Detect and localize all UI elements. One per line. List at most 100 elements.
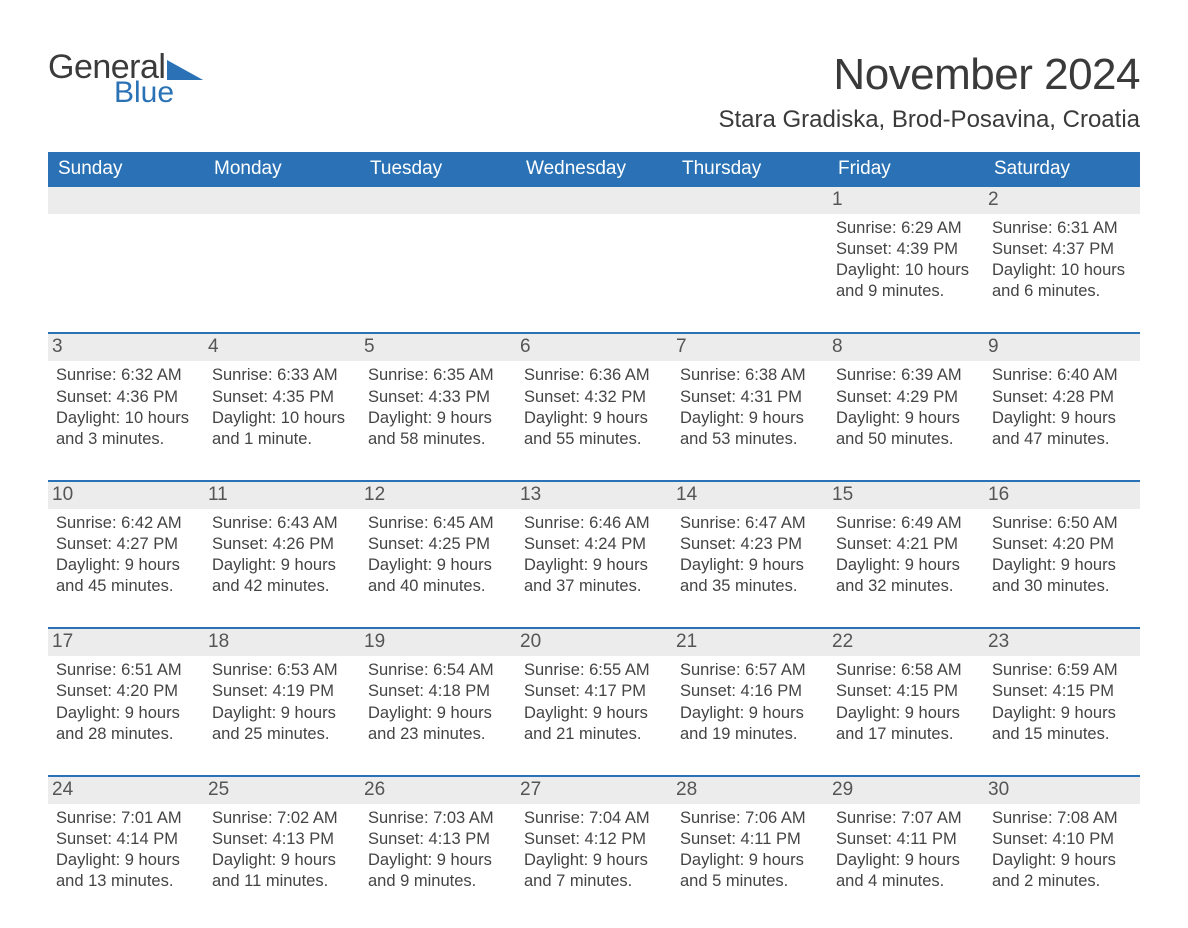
daylight2-text: and 19 minutes.	[680, 724, 820, 745]
day-number: 27	[516, 777, 672, 804]
sunrise-text: Sunrise: 6:31 AM	[992, 218, 1132, 239]
calendar-cell-empty	[204, 187, 360, 308]
daylight1-text: Daylight: 9 hours	[368, 703, 508, 724]
daylight2-text: and 3 minutes.	[56, 429, 196, 450]
day-number: 21	[672, 629, 828, 656]
sunset-text: Sunset: 4:24 PM	[524, 534, 664, 555]
daylight2-text: and 2 minutes.	[992, 871, 1132, 892]
sunset-text: Sunset: 4:15 PM	[836, 681, 976, 702]
daylight2-text: and 45 minutes.	[56, 576, 196, 597]
sunset-text: Sunset: 4:37 PM	[992, 239, 1132, 260]
calendar-cell: 16Sunrise: 6:50 AMSunset: 4:20 PMDayligh…	[984, 482, 1140, 603]
day-number: 16	[984, 482, 1140, 509]
daylight2-text: and 30 minutes.	[992, 576, 1132, 597]
daylight2-text: and 21 minutes.	[524, 724, 664, 745]
daylight1-text: Daylight: 9 hours	[680, 555, 820, 576]
daylight1-text: Daylight: 9 hours	[524, 408, 664, 429]
sunset-text: Sunset: 4:35 PM	[212, 387, 352, 408]
sunrise-text: Sunrise: 7:04 AM	[524, 808, 664, 829]
week-row: 3Sunrise: 6:32 AMSunset: 4:36 PMDaylight…	[48, 332, 1140, 455]
daylight1-text: Daylight: 9 hours	[212, 703, 352, 724]
sunset-text: Sunset: 4:39 PM	[836, 239, 976, 260]
daylight1-text: Daylight: 9 hours	[992, 703, 1132, 724]
daylight2-text: and 40 minutes.	[368, 576, 508, 597]
sunrise-text: Sunrise: 6:39 AM	[836, 365, 976, 386]
sunrise-text: Sunrise: 6:50 AM	[992, 513, 1132, 534]
calendar-cell: 30Sunrise: 7:08 AMSunset: 4:10 PMDayligh…	[984, 777, 1140, 898]
dayhead-sunday: Sunday	[48, 152, 204, 187]
day-number: 18	[204, 629, 360, 656]
sunset-text: Sunset: 4:25 PM	[368, 534, 508, 555]
title-block: November 2024 Stara Gradiska, Brod-Posav…	[718, 50, 1140, 134]
calendar-cell: 9Sunrise: 6:40 AMSunset: 4:28 PMDaylight…	[984, 334, 1140, 455]
sunrise-text: Sunrise: 7:01 AM	[56, 808, 196, 829]
daylight1-text: Daylight: 9 hours	[836, 555, 976, 576]
day-number: 28	[672, 777, 828, 804]
calendar-cell: 17Sunrise: 6:51 AMSunset: 4:20 PMDayligh…	[48, 629, 204, 750]
calendar-cell: 20Sunrise: 6:55 AMSunset: 4:17 PMDayligh…	[516, 629, 672, 750]
sunset-text: Sunset: 4:17 PM	[524, 681, 664, 702]
daylight2-text: and 9 minutes.	[368, 871, 508, 892]
sunset-text: Sunset: 4:21 PM	[836, 534, 976, 555]
daylight1-text: Daylight: 9 hours	[56, 555, 196, 576]
sunrise-text: Sunrise: 7:08 AM	[992, 808, 1132, 829]
day-number: 10	[48, 482, 204, 509]
day-number: 9	[984, 334, 1140, 361]
calendar-cell: 28Sunrise: 7:06 AMSunset: 4:11 PMDayligh…	[672, 777, 828, 898]
sunrise-text: Sunrise: 6:47 AM	[680, 513, 820, 534]
sunrise-text: Sunrise: 6:54 AM	[368, 660, 508, 681]
sunset-text: Sunset: 4:28 PM	[992, 387, 1132, 408]
calendar-cell: 3 Sunrise: 6:32 AMSunset: 4:36 PMDaylight…	[48, 334, 204, 455]
daylight1-text: Daylight: 9 hours	[836, 408, 976, 429]
header-row: General Blue November 2024 Stara Gradisk…	[48, 50, 1140, 134]
daylight1-text: Daylight: 9 hours	[368, 408, 508, 429]
calendar-cell: 22Sunrise: 6:58 AMSunset: 4:15 PMDayligh…	[828, 629, 984, 750]
daylight2-text: and 17 minutes.	[836, 724, 976, 745]
day-number: 14	[672, 482, 828, 509]
daylight1-text: Daylight: 9 hours	[836, 850, 976, 871]
sunrise-text: Sunrise: 6:33 AM	[212, 365, 352, 386]
dayhead-monday: Monday	[204, 152, 360, 187]
day-number: 5	[360, 334, 516, 361]
day-number	[516, 187, 672, 214]
calendar-cell: 10Sunrise: 6:42 AMSunset: 4:27 PMDayligh…	[48, 482, 204, 603]
daylight2-text: and 28 minutes.	[56, 724, 196, 745]
week-row: 24Sunrise: 7:01 AMSunset: 4:14 PMDayligh…	[48, 775, 1140, 898]
calendar-cell: 7Sunrise: 6:38 AMSunset: 4:31 PMDaylight…	[672, 334, 828, 455]
calendar-cell: 15Sunrise: 6:49 AMSunset: 4:21 PMDayligh…	[828, 482, 984, 603]
day-number: 4	[204, 334, 360, 361]
day-number: 3	[48, 334, 204, 361]
daylight1-text: Daylight: 10 hours	[56, 408, 196, 429]
dayhead-thursday: Thursday	[672, 152, 828, 187]
logo: General Blue	[48, 50, 203, 108]
daylight2-text: and 50 minutes.	[836, 429, 976, 450]
day-number: 13	[516, 482, 672, 509]
sunset-text: Sunset: 4:32 PM	[524, 387, 664, 408]
calendar-cell: 27Sunrise: 7:04 AMSunset: 4:12 PMDayligh…	[516, 777, 672, 898]
sunrise-text: Sunrise: 7:06 AM	[680, 808, 820, 829]
daylight1-text: Daylight: 9 hours	[56, 850, 196, 871]
weeks-container: 1Sunrise: 6:29 AMSunset: 4:39 PMDaylight…	[48, 187, 1140, 898]
week-row: 1Sunrise: 6:29 AMSunset: 4:39 PMDaylight…	[48, 187, 1140, 308]
day-number: 22	[828, 629, 984, 656]
sunset-text: Sunset: 4:36 PM	[56, 387, 196, 408]
sunset-text: Sunset: 4:23 PM	[680, 534, 820, 555]
calendar-cell: 13Sunrise: 6:46 AMSunset: 4:24 PMDayligh…	[516, 482, 672, 603]
calendar-cell: 19Sunrise: 6:54 AMSunset: 4:18 PMDayligh…	[360, 629, 516, 750]
sunset-text: Sunset: 4:31 PM	[680, 387, 820, 408]
daylight2-text: and 9 minutes.	[836, 281, 976, 302]
sunset-text: Sunset: 4:27 PM	[56, 534, 196, 555]
sunrise-text: Sunrise: 6:38 AM	[680, 365, 820, 386]
daylight1-text: Daylight: 9 hours	[992, 555, 1132, 576]
sunrise-text: Sunrise: 6:32 AM	[56, 365, 196, 386]
day-number: 11	[204, 482, 360, 509]
daylight1-text: Daylight: 10 hours	[836, 260, 976, 281]
dayhead-wednesday: Wednesday	[516, 152, 672, 187]
day-number	[48, 187, 204, 214]
daylight1-text: Daylight: 9 hours	[680, 703, 820, 724]
sunset-text: Sunset: 4:13 PM	[212, 829, 352, 850]
daylight2-text: and 53 minutes.	[680, 429, 820, 450]
calendar-cell: 24Sunrise: 7:01 AMSunset: 4:14 PMDayligh…	[48, 777, 204, 898]
sunrise-text: Sunrise: 6:35 AM	[368, 365, 508, 386]
calendar-cell: 14 Sunrise: 6:47 AMSunset: 4:23 PMDayligh…	[672, 482, 828, 603]
